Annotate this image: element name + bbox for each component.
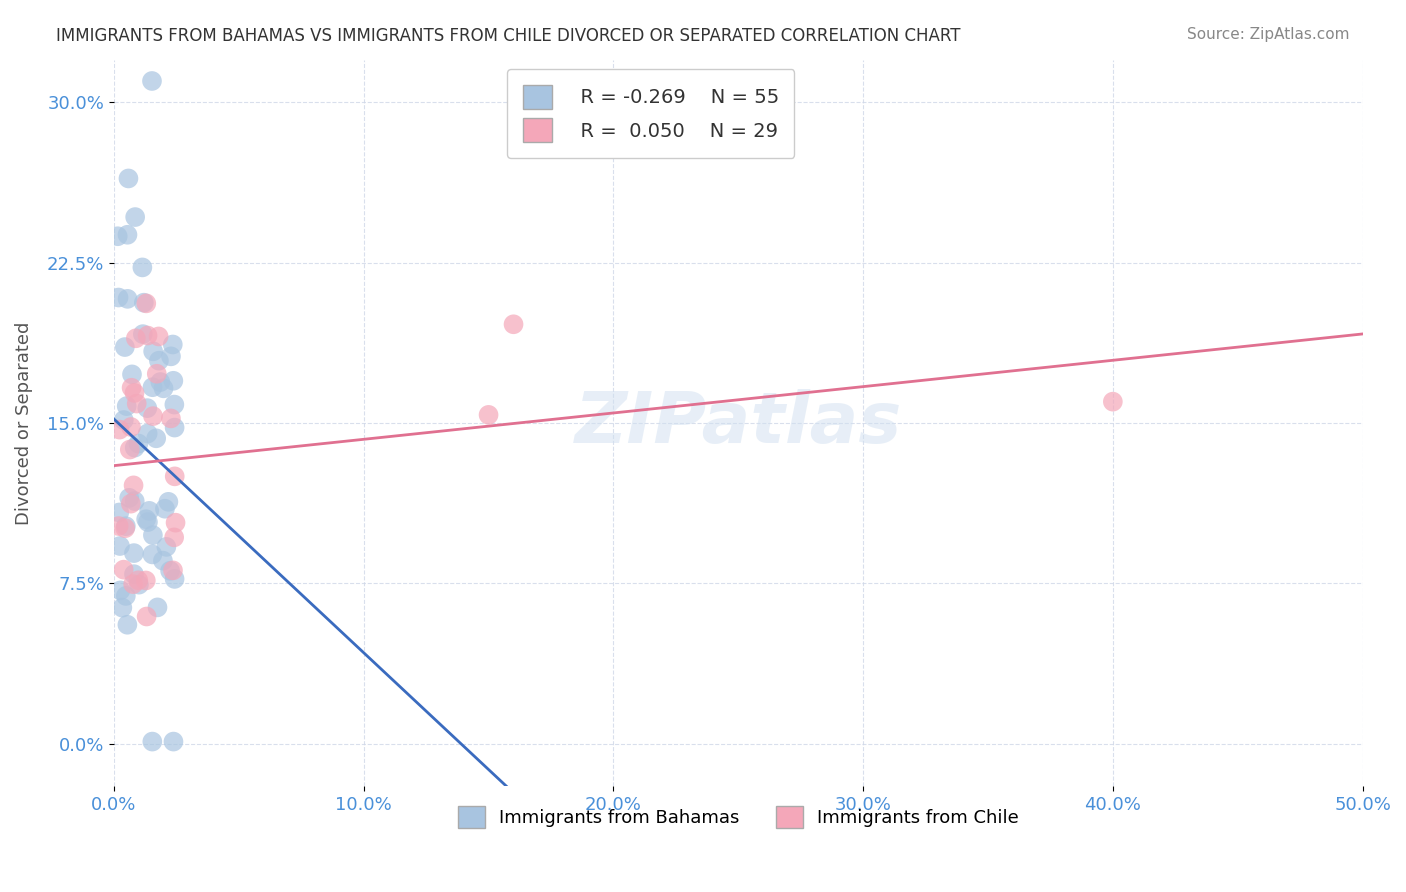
Point bbox=[135, 512, 157, 526]
Point bbox=[122, 577, 145, 591]
Legend: Immigrants from Bahamas, Immigrants from Chile: Immigrants from Bahamas, Immigrants from… bbox=[450, 799, 1026, 836]
Point bbox=[121, 381, 143, 395]
Point bbox=[114, 521, 136, 535]
Point bbox=[108, 539, 131, 553]
Point bbox=[117, 617, 139, 632]
Point bbox=[138, 504, 160, 518]
Point bbox=[107, 229, 129, 244]
Point bbox=[114, 589, 136, 603]
Point bbox=[141, 380, 163, 394]
Point bbox=[125, 331, 148, 345]
Point bbox=[118, 491, 141, 505]
Point bbox=[107, 519, 129, 533]
Point bbox=[135, 296, 157, 310]
Point bbox=[115, 399, 138, 413]
Point bbox=[124, 385, 146, 400]
Point bbox=[114, 340, 136, 354]
Point bbox=[122, 478, 145, 492]
Y-axis label: Divorced or Separated: Divorced or Separated bbox=[15, 321, 32, 524]
Point bbox=[114, 519, 136, 533]
Point bbox=[149, 375, 172, 389]
Point bbox=[112, 563, 135, 577]
Point bbox=[136, 328, 159, 343]
Point bbox=[117, 171, 139, 186]
Point bbox=[159, 564, 181, 578]
Point bbox=[153, 501, 176, 516]
Point bbox=[127, 436, 149, 450]
Point bbox=[162, 374, 184, 388]
Point bbox=[165, 516, 187, 530]
Point bbox=[135, 574, 157, 588]
Point bbox=[145, 431, 167, 445]
Point bbox=[1101, 394, 1123, 409]
Point bbox=[120, 497, 142, 511]
Point bbox=[148, 329, 170, 343]
Point bbox=[121, 368, 143, 382]
Point bbox=[162, 734, 184, 748]
Point bbox=[477, 408, 499, 422]
Text: Source: ZipAtlas.com: Source: ZipAtlas.com bbox=[1187, 27, 1350, 42]
Text: IMMIGRANTS FROM BAHAMAS VS IMMIGRANTS FROM CHILE DIVORCED OR SEPARATED CORRELATI: IMMIGRANTS FROM BAHAMAS VS IMMIGRANTS FR… bbox=[56, 27, 960, 45]
Point bbox=[108, 506, 131, 520]
Point bbox=[124, 441, 146, 455]
Point bbox=[136, 515, 159, 529]
Point bbox=[163, 572, 186, 586]
Point bbox=[136, 426, 159, 441]
Point bbox=[146, 600, 169, 615]
Point bbox=[120, 420, 142, 434]
Point bbox=[163, 469, 186, 483]
Point bbox=[125, 396, 148, 410]
Point bbox=[128, 577, 150, 591]
Point bbox=[132, 327, 155, 342]
Point bbox=[162, 337, 184, 351]
Point bbox=[135, 609, 157, 624]
Point bbox=[124, 210, 146, 224]
Point bbox=[111, 600, 134, 615]
Point bbox=[127, 574, 149, 588]
Point bbox=[163, 398, 186, 412]
Point bbox=[142, 528, 165, 542]
Point bbox=[141, 734, 163, 748]
Point bbox=[162, 563, 184, 577]
Point bbox=[163, 420, 186, 434]
Point bbox=[163, 530, 186, 544]
Point bbox=[160, 411, 183, 425]
Point bbox=[145, 367, 167, 381]
Point bbox=[131, 260, 153, 275]
Point bbox=[124, 494, 146, 508]
Point bbox=[160, 350, 183, 364]
Point bbox=[141, 74, 163, 88]
Point bbox=[118, 442, 141, 457]
Point bbox=[122, 567, 145, 582]
Point bbox=[108, 423, 131, 437]
Point bbox=[107, 291, 129, 305]
Point bbox=[152, 381, 174, 395]
Point bbox=[148, 353, 170, 368]
Point bbox=[136, 401, 159, 416]
Point bbox=[157, 495, 180, 509]
Point bbox=[112, 413, 135, 427]
Point bbox=[110, 583, 132, 598]
Point bbox=[122, 546, 145, 560]
Point bbox=[155, 540, 177, 554]
Point bbox=[132, 295, 155, 310]
Point bbox=[502, 318, 524, 332]
Point bbox=[142, 344, 165, 359]
Text: ZIPatlas: ZIPatlas bbox=[575, 389, 903, 458]
Point bbox=[152, 554, 174, 568]
Point bbox=[141, 548, 163, 562]
Point bbox=[117, 292, 139, 306]
Point bbox=[117, 227, 139, 242]
Point bbox=[142, 409, 165, 424]
